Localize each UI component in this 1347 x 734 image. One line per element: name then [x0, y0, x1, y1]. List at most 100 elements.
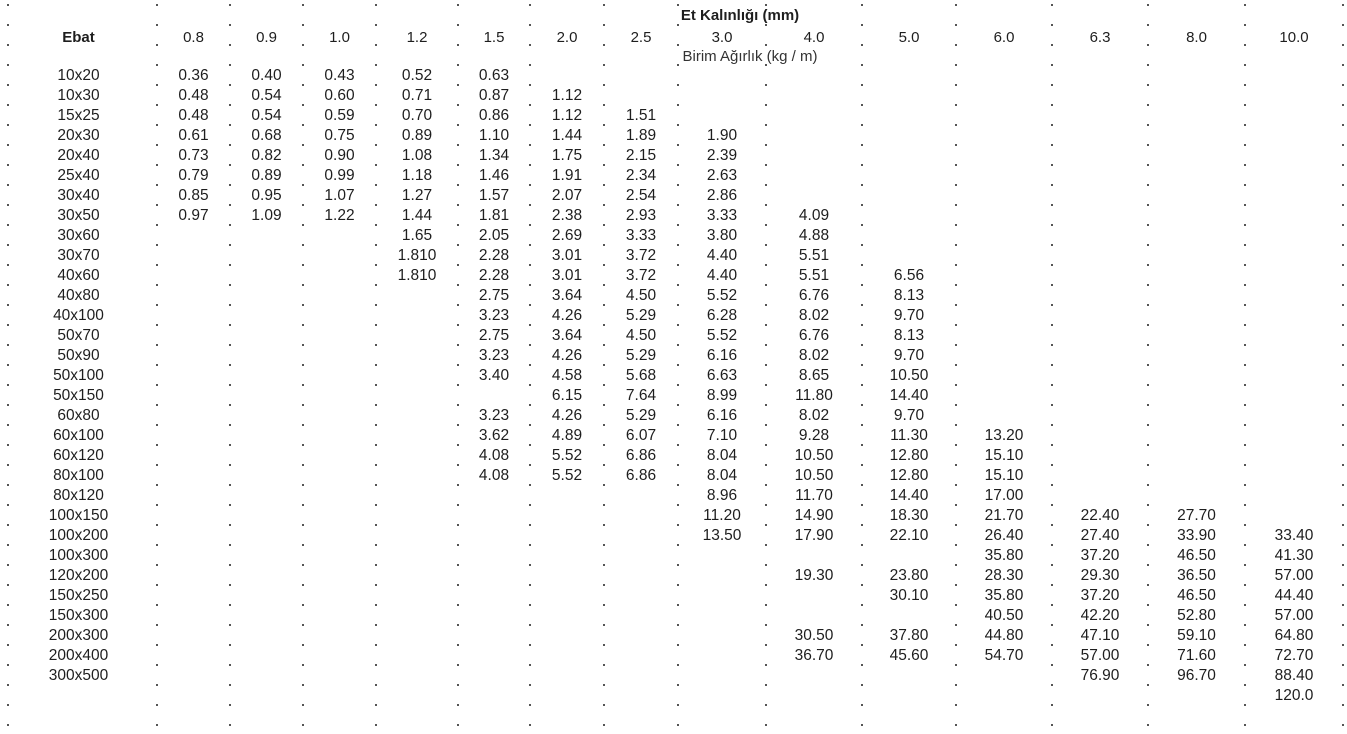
weight-cell: 1.34 — [478, 147, 510, 164]
weight-cell: 37.80 — [889, 627, 929, 644]
size-cell: 100x150 — [48, 507, 109, 524]
weight-cell — [376, 646, 458, 666]
weight-cell — [530, 686, 604, 706]
weight-cell — [303, 666, 376, 686]
weight-cell — [1245, 446, 1343, 466]
weight-cell — [458, 526, 530, 546]
weight-cell — [604, 606, 678, 626]
weight-cell — [157, 286, 230, 306]
table-row: 150x250 30.10 35.80 37.20 46.50 44.40 — [0, 586, 1347, 606]
weight-cell: 5.29 — [625, 407, 657, 424]
weight-cell: 4.50 — [625, 287, 657, 304]
table-row: 150x300 40.50 42.20 52.80 57.00 — [0, 606, 1347, 626]
weight-cell: 29.30 — [1080, 567, 1120, 584]
weight-cell — [376, 446, 458, 466]
weight-cell — [956, 226, 1052, 246]
weight-cell — [604, 686, 678, 706]
weight-cell — [862, 246, 956, 266]
weight-cell — [157, 226, 230, 246]
weight-cell — [376, 386, 458, 406]
table-row: 30x60 1.65 2.05 2.69 3.33 3.80 4.88 — [0, 226, 1347, 246]
column-divider — [677, 4, 679, 730]
weight-cell — [376, 506, 458, 526]
weight-cell: 33.40 — [1274, 527, 1314, 544]
weight-cell: 4.40 — [706, 247, 738, 264]
weight-cell: 21.70 — [984, 507, 1024, 524]
weight-cell: 33.90 — [1177, 527, 1216, 544]
size-cell: 60x80 — [57, 407, 100, 424]
weight-cell: 4.26 — [551, 347, 583, 364]
weight-cell: 13.50 — [702, 527, 742, 544]
weight-cell — [956, 386, 1052, 406]
weight-cell — [1052, 86, 1148, 106]
weight-cell — [230, 386, 303, 406]
weight-cell — [458, 686, 530, 706]
weight-cell: 54.70 — [984, 647, 1024, 664]
table-row: 100x300 35.80 37.20 46.50 41.30 — [0, 546, 1347, 566]
weight-cell — [157, 486, 230, 506]
weight-cell: 0.48 — [178, 87, 209, 104]
column-header-thickness: 10.0 — [1279, 29, 1309, 46]
table-supertitle: Et Kalınlığı (mm) — [680, 7, 800, 24]
weight-cell: 46.50 — [1177, 587, 1216, 604]
weight-cell — [1148, 366, 1245, 386]
weight-cell — [1148, 306, 1245, 326]
weight-cell: 5.68 — [625, 367, 657, 384]
weight-cell — [157, 386, 230, 406]
weight-cell — [1148, 386, 1245, 406]
weight-cell — [530, 626, 604, 646]
weight-cell: 6.07 — [625, 427, 657, 444]
weight-cell — [376, 546, 458, 566]
weight-cell — [956, 86, 1052, 106]
weight-cell — [530, 646, 604, 666]
column-divider — [603, 4, 605, 730]
table-row: 40x60 1.810 2.28 3.01 3.72 4.40 5.51 6.56 — [0, 266, 1347, 286]
weight-cell: 0.40 — [251, 67, 282, 84]
weight-cell — [458, 486, 530, 506]
weight-cell: 2.39 — [706, 147, 738, 164]
weight-cell: 14.40 — [889, 487, 929, 504]
table-row: 60x100 3.62 4.89 6.07 7.10 9.28 11.30 13.20 — [0, 426, 1347, 446]
weight-cell: 2.38 — [551, 207, 583, 224]
weight-cell: 30.10 — [889, 587, 929, 604]
weight-cell — [230, 226, 303, 246]
weight-cell — [458, 546, 530, 566]
weight-cell: 2.34 — [625, 167, 657, 184]
weight-cell — [604, 566, 678, 586]
size-cell: 50x70 — [57, 327, 100, 344]
weight-cell — [1052, 166, 1148, 186]
weight-cell: 120.0 — [1274, 687, 1314, 704]
weight-cell: 22.40 — [1080, 507, 1120, 524]
table-row: 50x70 2.75 3.64 4.50 5.52 6.76 8.13 — [0, 326, 1347, 346]
weight-cell — [604, 586, 678, 606]
weight-cell — [458, 586, 530, 606]
weight-cell: 4.09 — [798, 207, 830, 224]
weight-cell — [1052, 346, 1148, 366]
size-cell: 50x90 — [57, 347, 100, 364]
weight-cell: 0.85 — [178, 187, 209, 204]
weight-cell: 1.90 — [706, 127, 738, 144]
size-cell: 40x60 — [57, 267, 100, 284]
weight-cell: 11.20 — [703, 507, 741, 524]
weight-cell: 0.68 — [251, 127, 282, 144]
weight-cell — [157, 426, 230, 446]
weight-cell — [230, 486, 303, 506]
weight-cell — [157, 646, 230, 666]
weight-cell — [230, 366, 303, 386]
weight-cell — [230, 306, 303, 326]
weight-cell: 2.28 — [478, 247, 510, 264]
weight-cell: 2.28 — [478, 267, 510, 284]
weight-cell: 96.70 — [1177, 667, 1216, 684]
weight-cell — [230, 346, 303, 366]
weight-cell — [956, 66, 1052, 86]
column-divider — [529, 4, 531, 730]
weight-cell: 0.86 — [478, 107, 510, 124]
weight-cell: 1.09 — [251, 207, 282, 224]
weight-cell: 2.05 — [478, 227, 510, 244]
weight-cell — [157, 466, 230, 486]
weight-cell — [157, 346, 230, 366]
weight-cell — [1052, 486, 1148, 506]
column-header-thickness: 6.3 — [1089, 29, 1111, 46]
weight-cell — [230, 466, 303, 486]
weight-cell: 42.20 — [1080, 607, 1120, 624]
